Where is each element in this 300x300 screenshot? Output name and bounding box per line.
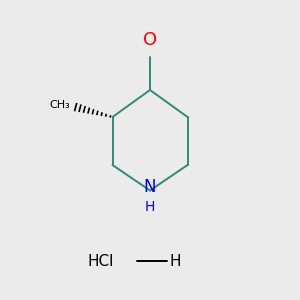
Text: H: H: [145, 200, 155, 214]
Text: H: H: [169, 254, 181, 268]
Text: HCl: HCl: [88, 254, 114, 268]
Text: N: N: [144, 178, 156, 196]
Text: O: O: [143, 32, 157, 50]
Text: CH₃: CH₃: [50, 100, 70, 110]
